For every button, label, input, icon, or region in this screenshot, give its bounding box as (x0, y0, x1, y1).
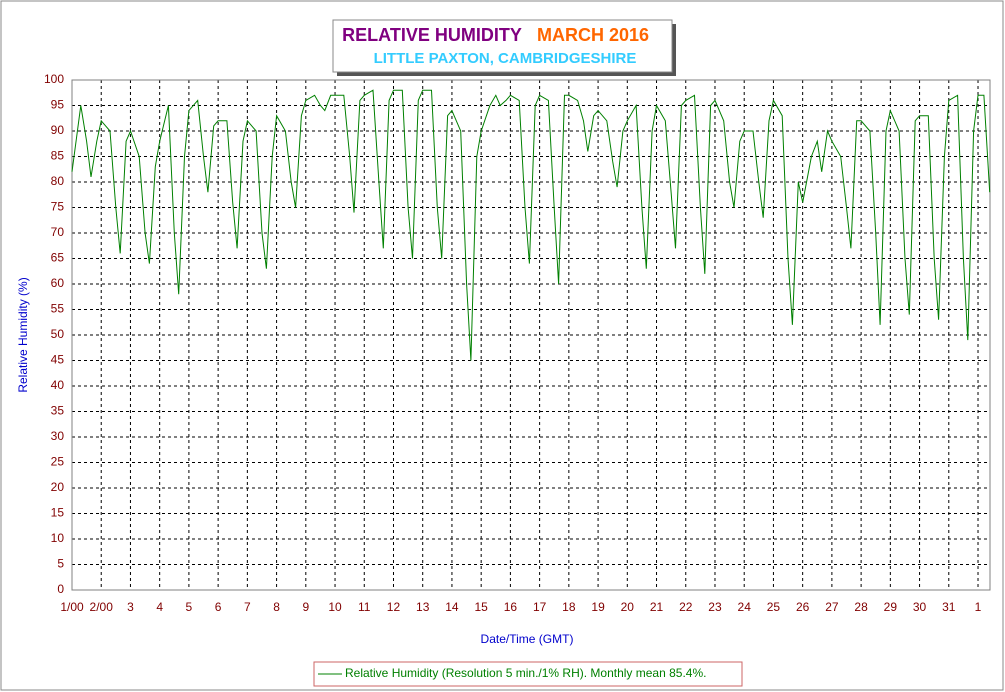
x-tick-label: 30 (913, 600, 927, 614)
x-tick-label: 11 (358, 600, 371, 614)
x-tick-label: 4 (156, 600, 163, 614)
x-tick-label: 6 (215, 600, 222, 614)
y-tick-label: 35 (51, 404, 65, 418)
chart-title: RELATIVE HUMIDITY (342, 25, 522, 45)
x-tick-label: 18 (562, 600, 576, 614)
x-tick-label: 5 (186, 600, 193, 614)
x-tick-label: 9 (302, 600, 309, 614)
y-tick-label: 20 (51, 480, 65, 494)
y-tick-label: 65 (51, 251, 65, 265)
y-tick-label: 30 (51, 429, 65, 443)
y-tick-label: 40 (51, 378, 65, 392)
x-tick-label: 26 (796, 600, 810, 614)
x-tick-label: 17 (533, 600, 547, 614)
x-tick-label: 1 (975, 600, 982, 614)
y-tick-label: 5 (57, 557, 64, 571)
y-tick-label: 85 (51, 149, 65, 163)
x-tick-label: 19 (591, 600, 605, 614)
data-line (71, 89, 991, 361)
y-axis-label: Relative Humidity (%) (16, 277, 30, 392)
x-tick-label: 8 (273, 600, 280, 614)
y-tick-label: 0 (57, 582, 64, 596)
x-tick-label: 22 (679, 600, 693, 614)
y-tick-label: 50 (51, 327, 65, 341)
x-tick-label: 15 (474, 600, 488, 614)
x-tick-label: 27 (825, 600, 839, 614)
x-tick-label: 25 (767, 600, 781, 614)
x-axis-label: Date/Time (GMT) (481, 632, 574, 646)
x-tick-label: 24 (738, 600, 752, 614)
x-tick-label: 23 (708, 600, 722, 614)
x-tick-label: 21 (650, 600, 664, 614)
chart-title-date: MARCH 2016 (537, 25, 649, 45)
x-tick-label: 28 (854, 600, 868, 614)
x-tick-label: 7 (244, 600, 251, 614)
x-tick-label: 10 (328, 600, 342, 614)
y-tick-label: 80 (51, 174, 65, 188)
y-tick-label: 10 (51, 531, 65, 545)
y-tick-label: 60 (51, 276, 65, 290)
legend-label: Relative Humidity (Resolution 5 min./1% … (345, 666, 706, 680)
x-tick-label: 1/00 (60, 600, 84, 614)
y-tick-label: 90 (51, 123, 65, 137)
plot-area (71, 79, 991, 591)
x-tick-label: 29 (884, 600, 898, 614)
y-tick-label: 15 (51, 506, 65, 520)
legend-box (313, 661, 743, 687)
y-tick-label: 55 (51, 302, 65, 316)
x-tick-label: 20 (621, 600, 635, 614)
y-tick-label: 45 (51, 353, 65, 367)
chart-subtitle: LITTLE PAXTON, CAMBRIDGESHIRE (374, 50, 637, 67)
x-tick-label: 3 (127, 600, 134, 614)
x-tick-label: 31 (942, 600, 956, 614)
y-tick-label: 75 (51, 200, 65, 214)
x-tick-label: 2/00 (90, 600, 114, 614)
y-tick-label: 100 (44, 72, 64, 86)
x-tick-label: 14 (445, 600, 459, 614)
y-tick-label: 95 (51, 98, 65, 112)
y-tick-label: 70 (51, 225, 65, 239)
y-tick-label: 25 (51, 455, 65, 469)
title-box (332, 19, 673, 73)
x-tick-label: 16 (504, 600, 518, 614)
x-tick-label: 13 (416, 600, 430, 614)
x-tick-label: 12 (387, 600, 401, 614)
